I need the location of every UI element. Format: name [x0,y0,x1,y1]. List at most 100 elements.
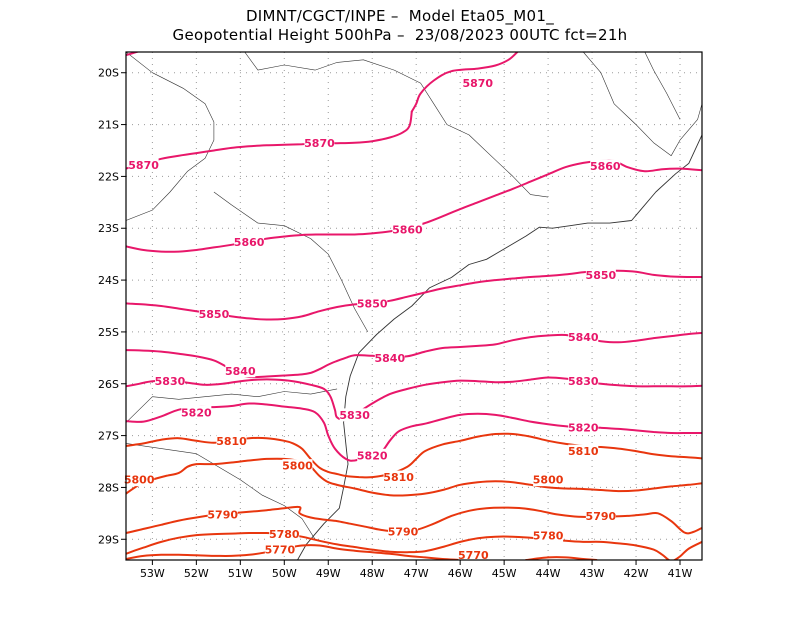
contour-label: 5830 [155,375,186,388]
border-line [244,52,549,198]
contour-label: 5780 [269,528,300,541]
contour-label-bg [207,507,238,521]
lon-tick-label: 52W [184,567,209,580]
contour-label: 5820 [181,406,212,419]
contour-labels: 5870 5870 5870 5860 5860 5860 5850 5850 5850 5840… [124,76,621,562]
contour-label: 5820 [568,421,599,434]
lon-tick-label: 45W [492,567,517,580]
border-line [126,388,338,423]
contour-5770 [525,556,598,560]
contour-5870 [410,52,519,113]
lat-tick-label: 27S [98,430,119,443]
contour-label: 5830 [339,409,370,422]
contour-label-bg [388,524,419,538]
contour-label: 5810 [568,445,599,458]
lat-tick-label: 28S [98,481,119,494]
contour-5870 [126,110,413,170]
lat-tick-label: 20S [98,67,119,80]
lat-tick-label: 26S [98,378,119,391]
lat-tick-label: 23S [98,222,119,235]
contour-label: 5870 [462,77,493,90]
contour-5840 [126,332,702,379]
contour-label-bg [234,235,265,249]
lat-tick-label: 29S [98,533,119,546]
contour-label: 5840 [568,331,599,344]
contour-label-bg [568,374,599,388]
contour-label: 5820 [357,449,388,462]
contour-label-bg [128,158,159,172]
lat-tick-label: 22S [98,170,119,183]
contour-5800 [126,457,702,497]
lon-tick-label: 43W [580,567,605,580]
graticule [126,52,702,560]
border-line [126,52,215,221]
contour-label: 5770 [458,549,489,562]
lon-tick-label: 42W [624,567,649,580]
contour-5820 [126,402,702,462]
geopotential-contours [126,52,702,560]
contour-label: 5790 [388,525,419,538]
contour-5830 [126,376,702,422]
lon-tick-label: 47W [404,567,429,580]
contour-label-bg [124,473,155,487]
contour-label: 5800 [533,474,564,487]
contour-5810 [126,432,702,479]
lon-tick-label: 46W [448,567,473,580]
contour-label-bg [198,307,229,321]
contour-5870 [126,52,140,57]
border-line [644,52,681,120]
axis-ticks: 53W 52W 51W 50W 49W 48W 47W 46W 45W 44W 43W 42W 41W 2… [98,67,693,580]
contour-label-bg [216,434,247,448]
contour-label: 5800 [282,460,313,473]
lat-tick-label: 21S [98,119,119,132]
contour-label-bg [282,459,313,473]
lat-tick-label: 25S [98,326,119,339]
contour-label-bg [568,444,599,458]
contour-label: 5870 [128,159,159,172]
contour-label: 5790 [207,508,238,521]
contour-label-bg [357,448,388,462]
contour-label-bg [533,473,564,487]
contour-label: 5810 [216,435,247,448]
contour-label-bg [568,420,599,434]
contour-label: 5790 [586,510,617,523]
contour-label-bg [462,76,493,90]
contour-label: 5860 [234,236,265,249]
contour-5860 [126,159,702,253]
contour-label-bg [585,268,616,282]
contour-label: 5840 [225,365,256,378]
contour-label-bg [181,405,212,419]
lon-tick-label: 50W [272,567,297,580]
chart-title-line-2: Geopotential Height 500hPa – 23/08/2023 … [172,26,628,44]
contour-label: 5850 [199,308,230,321]
border-line [126,443,316,540]
contour-label: 5850 [586,269,617,282]
lon-tick-label: 41W [668,567,693,580]
contour-label-bg [264,543,295,557]
contour-label-bg [357,296,388,310]
contour-label-bg [392,222,423,236]
contour-label-bg [533,529,564,543]
contour-label: 5770 [265,544,296,557]
contour-label: 5870 [304,137,335,150]
contour-label-bg [458,548,489,562]
lon-tick-label: 51W [228,567,253,580]
contour-label: 5860 [590,160,621,173]
contour-label-bg [590,159,621,173]
contour-label: 5780 [533,530,564,543]
border-line [213,191,369,333]
contour-label: 5810 [383,471,414,484]
contour-label-bg [339,408,370,422]
contour-label-bg [269,527,300,541]
lat-tick-label: 24S [98,274,119,287]
chart-title-line-1: DIMNT/CGCT/INPE – Model Eta05_M01_ [245,7,555,25]
contour-label: 5850 [357,297,388,310]
lon-tick-label: 44W [536,567,561,580]
lon-tick-label: 48W [360,567,385,580]
contour-label-bg [585,509,616,523]
plot-frame [125,51,703,561]
contour-label-bg [304,136,335,150]
contour-label-bg [383,470,414,484]
border-line [583,52,702,156]
